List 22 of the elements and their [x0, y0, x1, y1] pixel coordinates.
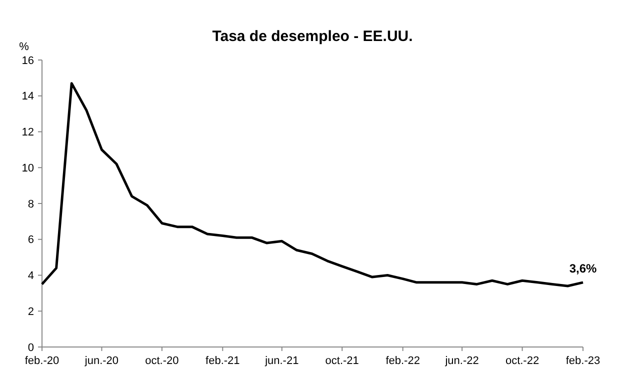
y-tick-label: 4 [28, 270, 34, 282]
chart-title: Tasa de desempleo - EE.UU. [212, 28, 413, 45]
x-tick-label: feb.-20 [24, 355, 60, 367]
x-tick-label: feb.-23 [566, 355, 600, 367]
y-axis-title: % [19, 41, 30, 53]
y-tick-label: 6 [28, 234, 34, 246]
x-tick-label: oct.-22 [505, 355, 540, 367]
x-tick-label: jun.-20 [84, 355, 119, 367]
x-tick-label: feb.-22 [386, 355, 420, 367]
y-tick-label: 14 [22, 90, 34, 103]
y-tick-label: 2 [28, 306, 34, 318]
x-tick-label: oct.-20 [145, 355, 179, 367]
y-tick-label: 10 [22, 162, 34, 174]
x-tick-label: jun.-21 [264, 355, 299, 367]
x-tick-label: feb.-21 [206, 355, 240, 367]
y-tick-label: 8 [28, 198, 34, 210]
y-tick-label: 0 [28, 342, 34, 354]
y-tick-label: 12 [22, 126, 34, 139]
y-tick-label: 16 [22, 54, 34, 67]
annotation: 3,6% [569, 261, 597, 276]
x-tick-label: jun.-22 [444, 355, 479, 367]
x-tick-label: oct.-21 [325, 355, 359, 367]
